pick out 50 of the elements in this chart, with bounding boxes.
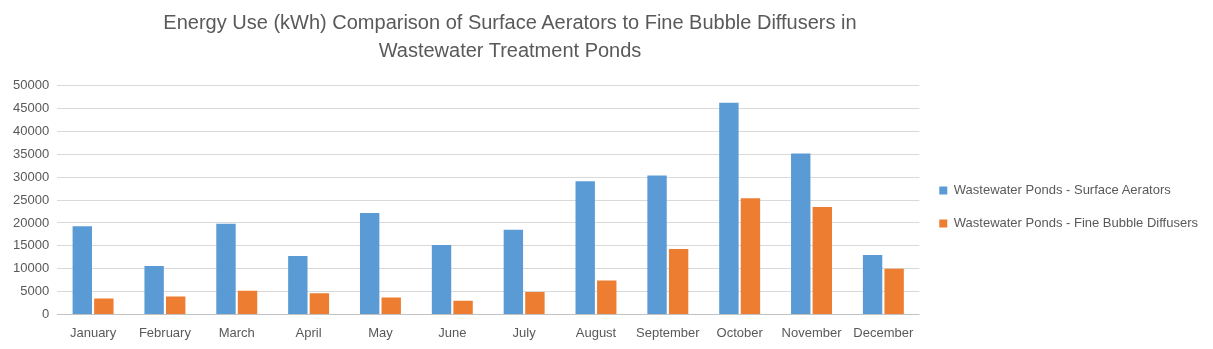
y-tick-label: 30000 xyxy=(12,168,50,184)
x-tick-label: June xyxy=(438,324,467,340)
bar xyxy=(597,280,617,314)
y-tick-label: 50000 xyxy=(12,77,50,93)
bar xyxy=(862,254,883,314)
x-tick-label: November xyxy=(781,324,843,340)
bar xyxy=(165,296,186,314)
x-tick-label: April xyxy=(295,324,322,340)
legend-label: Wastewater Ponds - Fine Bubble Diffusers xyxy=(953,215,1199,231)
bar xyxy=(812,206,832,314)
bar xyxy=(381,297,401,314)
bar xyxy=(72,226,92,314)
y-tick-label: 45000 xyxy=(12,100,50,116)
bar xyxy=(237,290,258,314)
x-tick-label: July xyxy=(512,324,537,340)
bar xyxy=(453,300,473,314)
x-tick-label: December xyxy=(853,324,915,340)
bar xyxy=(503,229,524,314)
y-tick-label: 15000 xyxy=(12,237,50,253)
y-tick-label: 10000 xyxy=(12,260,50,276)
bar xyxy=(719,102,739,314)
bar xyxy=(216,223,236,314)
y-tick-label: 40000 xyxy=(12,123,50,139)
x-tick-label: March xyxy=(218,324,255,340)
chart-title: Energy Use (kWh) Comparison of Surface Aerators to Fine Bubble Diffusers in Wastewater Treatment Ponds xyxy=(162,10,858,63)
bar xyxy=(884,268,904,314)
bar xyxy=(288,255,308,314)
x-tick-label: August xyxy=(575,324,617,340)
bar xyxy=(94,298,114,314)
y-tick-label: 25000 xyxy=(12,191,50,207)
bar xyxy=(575,181,595,314)
y-tick-label: 20000 xyxy=(12,214,50,230)
bar xyxy=(309,293,330,314)
y-tick-label: 5000 xyxy=(20,283,50,299)
bar xyxy=(431,244,452,314)
bar xyxy=(791,153,811,314)
bar xyxy=(525,292,545,314)
x-tick-label: September xyxy=(636,324,701,340)
x-tick-label: February xyxy=(138,324,192,340)
bar xyxy=(668,249,689,314)
x-tick-label: October xyxy=(716,324,764,340)
x-tick-label: May xyxy=(368,324,394,340)
bar xyxy=(647,175,667,314)
y-tick-label: 0 xyxy=(41,305,50,321)
y-tick-label: 35000 xyxy=(12,145,50,161)
legend-label: Wastewater Ponds - Surface Aerators xyxy=(953,182,1172,198)
bar xyxy=(144,265,164,314)
bar xyxy=(740,198,761,314)
bar xyxy=(359,212,380,314)
x-tick-label: January xyxy=(69,324,117,340)
